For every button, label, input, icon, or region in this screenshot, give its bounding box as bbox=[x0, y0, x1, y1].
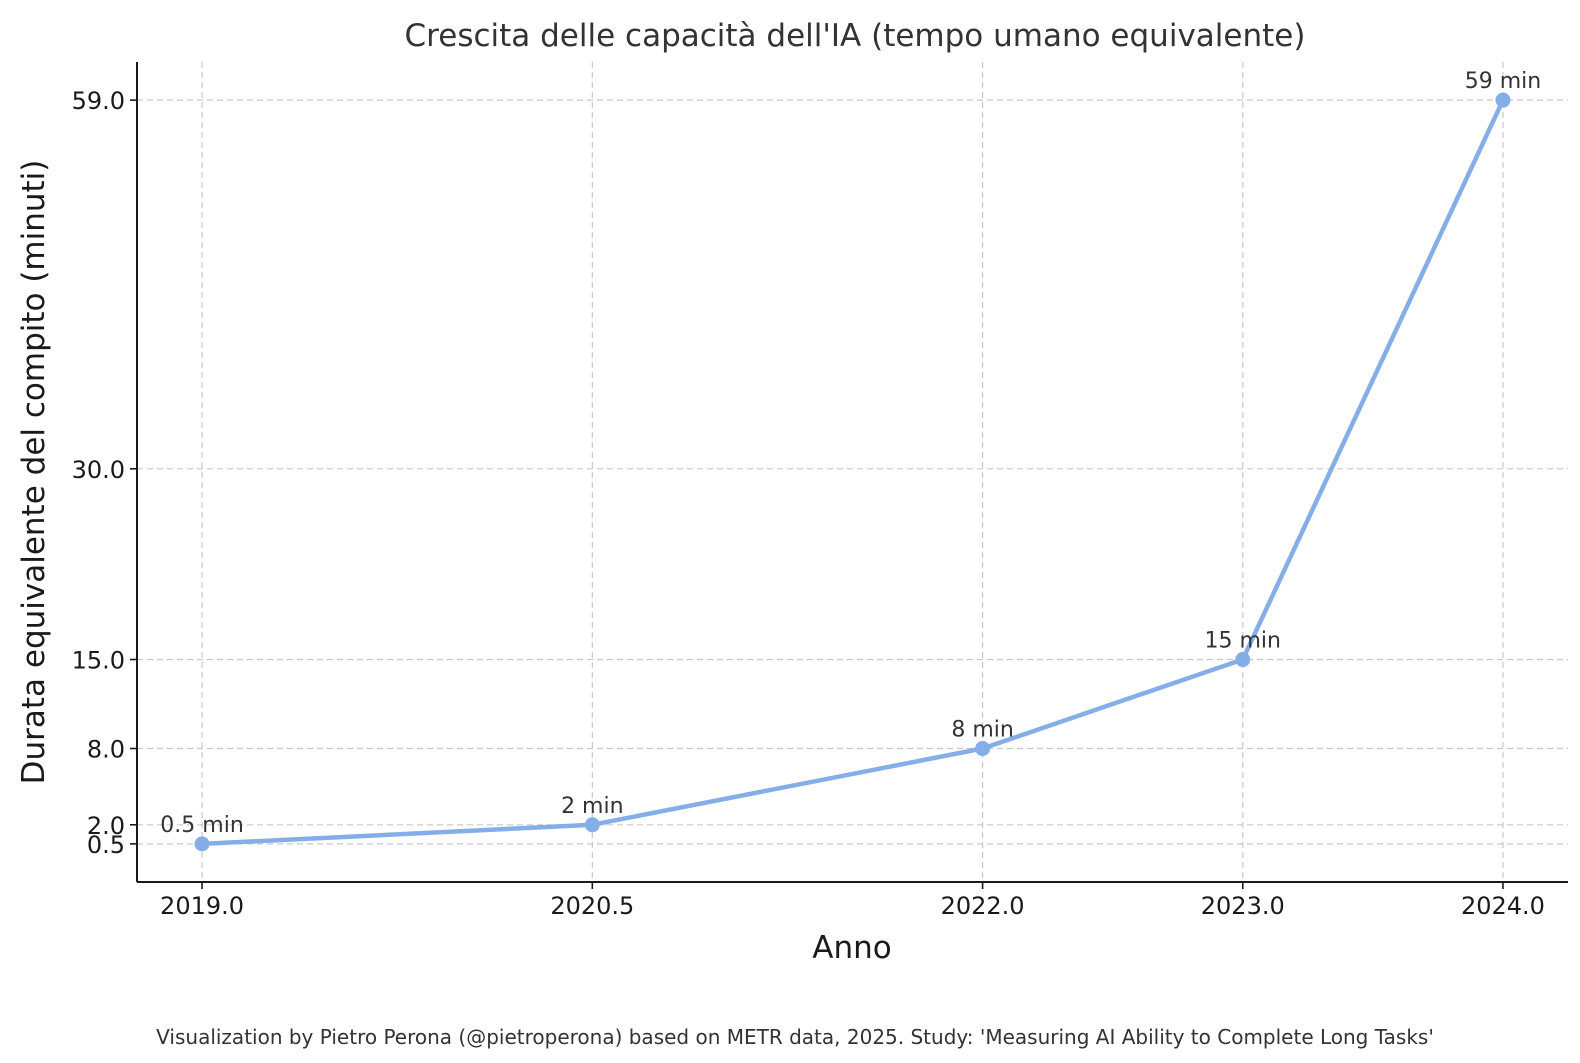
data-label: 59 min bbox=[1465, 69, 1541, 94]
data-point bbox=[584, 817, 600, 833]
x-tick-label: 2024.0 bbox=[1461, 892, 1545, 920]
footnote: Visualization by Pietro Perona (@pietrop… bbox=[156, 1025, 1434, 1049]
data-label: 2 min bbox=[561, 794, 623, 819]
x-tick-label: 2019.0 bbox=[160, 892, 244, 920]
y-tick-label: 15.0 bbox=[72, 647, 125, 675]
data-point bbox=[1235, 652, 1251, 668]
chart-title: Crescita delle capacità dell'IA (tempo u… bbox=[405, 18, 1306, 54]
tick-labels: 2019.0 2020.5 2022.0 2023.0 2024.0 0.52.0 8.0 1… bbox=[72, 87, 1545, 920]
data-label: 15 min bbox=[1205, 629, 1281, 654]
x-axis-label: Anno bbox=[812, 930, 891, 966]
y-tick-label: 59.0 bbox=[72, 87, 125, 115]
gridlines bbox=[137, 62, 1568, 882]
data-point bbox=[1495, 92, 1511, 108]
data-label: 8 min bbox=[951, 718, 1013, 743]
axes bbox=[136, 62, 1568, 883]
y-tick-label: 0.5 bbox=[87, 831, 125, 859]
data-point bbox=[194, 836, 210, 852]
data-label: 0.5 min bbox=[160, 813, 243, 838]
data-point bbox=[975, 741, 991, 757]
y-tick-label: 8.0 bbox=[87, 736, 125, 764]
series-line bbox=[199, 97, 1506, 847]
x-tick-label: 2023.0 bbox=[1201, 892, 1285, 920]
y-axis-label: Durata equivalente del compito (minuti) bbox=[16, 160, 52, 785]
data-series bbox=[194, 92, 1511, 852]
x-tick-label: 2022.0 bbox=[941, 892, 1025, 920]
x-tick-label: 2020.5 bbox=[550, 892, 634, 920]
y-tick-label: 30.0 bbox=[72, 456, 125, 484]
y-tick-label: 2.0 bbox=[87, 812, 125, 840]
data-labels: 0.5 min 2 min 8 min 15 min 59 min bbox=[160, 69, 1541, 838]
